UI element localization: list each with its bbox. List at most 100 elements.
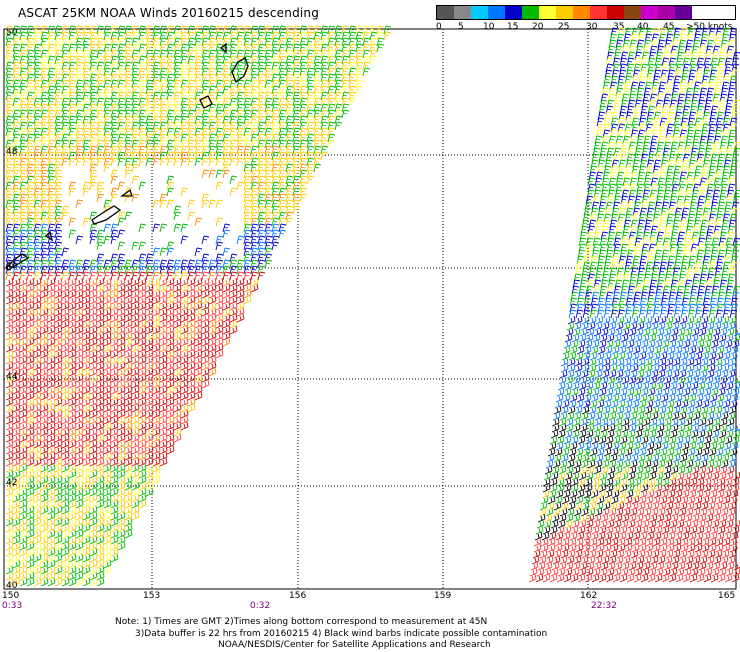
wind-barb [167, 188, 174, 196]
wind-barb [83, 188, 90, 196]
east-swath-barbs [529, 28, 740, 582]
wind-barb [97, 194, 104, 202]
wind-barb [69, 188, 76, 196]
wind-barb [111, 158, 118, 166]
wind-barb [202, 200, 209, 208]
wind-barb [195, 248, 202, 256]
wind-barb [188, 200, 195, 208]
wind-barb [181, 224, 188, 232]
wind-barb [160, 158, 167, 166]
wind-barb [363, 68, 370, 76]
wind-barb [69, 158, 76, 166]
wind-barb [111, 194, 118, 202]
wind-barb [83, 218, 90, 226]
wind-barb [174, 212, 181, 220]
wind-barb [223, 170, 230, 178]
wind-barb [97, 242, 104, 250]
wind-barb [223, 248, 230, 256]
wind-barb [328, 140, 335, 148]
wind-barb [181, 236, 188, 244]
wind-barb [132, 164, 139, 172]
wind-barb [125, 212, 132, 220]
wind-barb [202, 236, 209, 244]
wind-barb [125, 170, 132, 178]
wind-barb [174, 224, 181, 232]
wind-barb [349, 98, 356, 106]
wind-barb [174, 158, 181, 166]
wind-barb [62, 212, 69, 220]
wind-barb [111, 236, 118, 244]
wind-barb [160, 224, 167, 232]
wind-barb [342, 110, 349, 118]
wind-barb [118, 182, 125, 190]
wind-barb [265, 260, 272, 268]
wind-barb [62, 158, 69, 166]
wind-barb [160, 248, 167, 256]
wind-barb [118, 242, 125, 250]
wind-barb [216, 170, 223, 178]
wind-barb [258, 272, 265, 280]
wind-barb [76, 158, 83, 166]
wind-barb [188, 212, 195, 220]
wind-barb [230, 158, 237, 166]
wind-barb [188, 158, 195, 166]
wind-barb [139, 224, 146, 232]
wind-barb [314, 164, 321, 172]
wind-barb [216, 158, 223, 166]
wind-barb [216, 242, 223, 250]
wind-barb [153, 200, 160, 208]
wind-barb [216, 218, 223, 226]
wind-barb [209, 200, 216, 208]
wind-barb [97, 158, 104, 166]
wind-barb [104, 224, 111, 232]
wind-barb [132, 242, 139, 250]
wind-barb [139, 158, 146, 166]
wind-barb [202, 158, 209, 166]
wind-barb [202, 170, 209, 178]
wind-barb [293, 206, 300, 214]
wind-barb [160, 200, 167, 208]
wind-barb [377, 44, 384, 52]
wind-barb [90, 236, 97, 244]
wind-barb [216, 200, 223, 208]
west-swath-barbs [6, 26, 391, 586]
wind-barb [167, 200, 174, 208]
wind-barb [104, 164, 111, 172]
wind-barb [195, 158, 202, 166]
wind-barb [132, 176, 139, 184]
wind-barb [139, 182, 146, 190]
wind-barb [139, 242, 146, 250]
wind-barb [76, 200, 83, 208]
wind-barb [153, 248, 160, 256]
wind-barb [132, 194, 139, 202]
wind-barb [118, 218, 125, 226]
wind-barb [167, 248, 174, 256]
wind-barb [286, 218, 293, 226]
wind-barb [76, 236, 83, 244]
wind-barb [153, 224, 160, 232]
wind-barb [104, 236, 111, 244]
wind-barb [209, 158, 216, 166]
wind-barb [83, 158, 90, 166]
wind-barb [279, 230, 286, 238]
wind-barb [118, 158, 125, 166]
wind-barb [307, 176, 314, 184]
wind-barb [370, 56, 377, 64]
wind-barb [111, 176, 118, 184]
wind-barb [90, 182, 97, 190]
wind-barb [237, 182, 244, 190]
wind-barb [321, 152, 328, 160]
wind-barb [230, 176, 237, 184]
wind-barb [272, 242, 279, 250]
wind-barb [118, 230, 125, 238]
wind-barb [181, 188, 188, 196]
wind-barb [237, 236, 244, 244]
wind-barb [167, 158, 174, 166]
wind-barb [384, 32, 391, 40]
wind-barb [237, 158, 244, 166]
wind-barb [62, 248, 69, 256]
wind-barb [335, 122, 342, 130]
wind-barb [125, 194, 132, 202]
wind-barb [181, 158, 188, 166]
